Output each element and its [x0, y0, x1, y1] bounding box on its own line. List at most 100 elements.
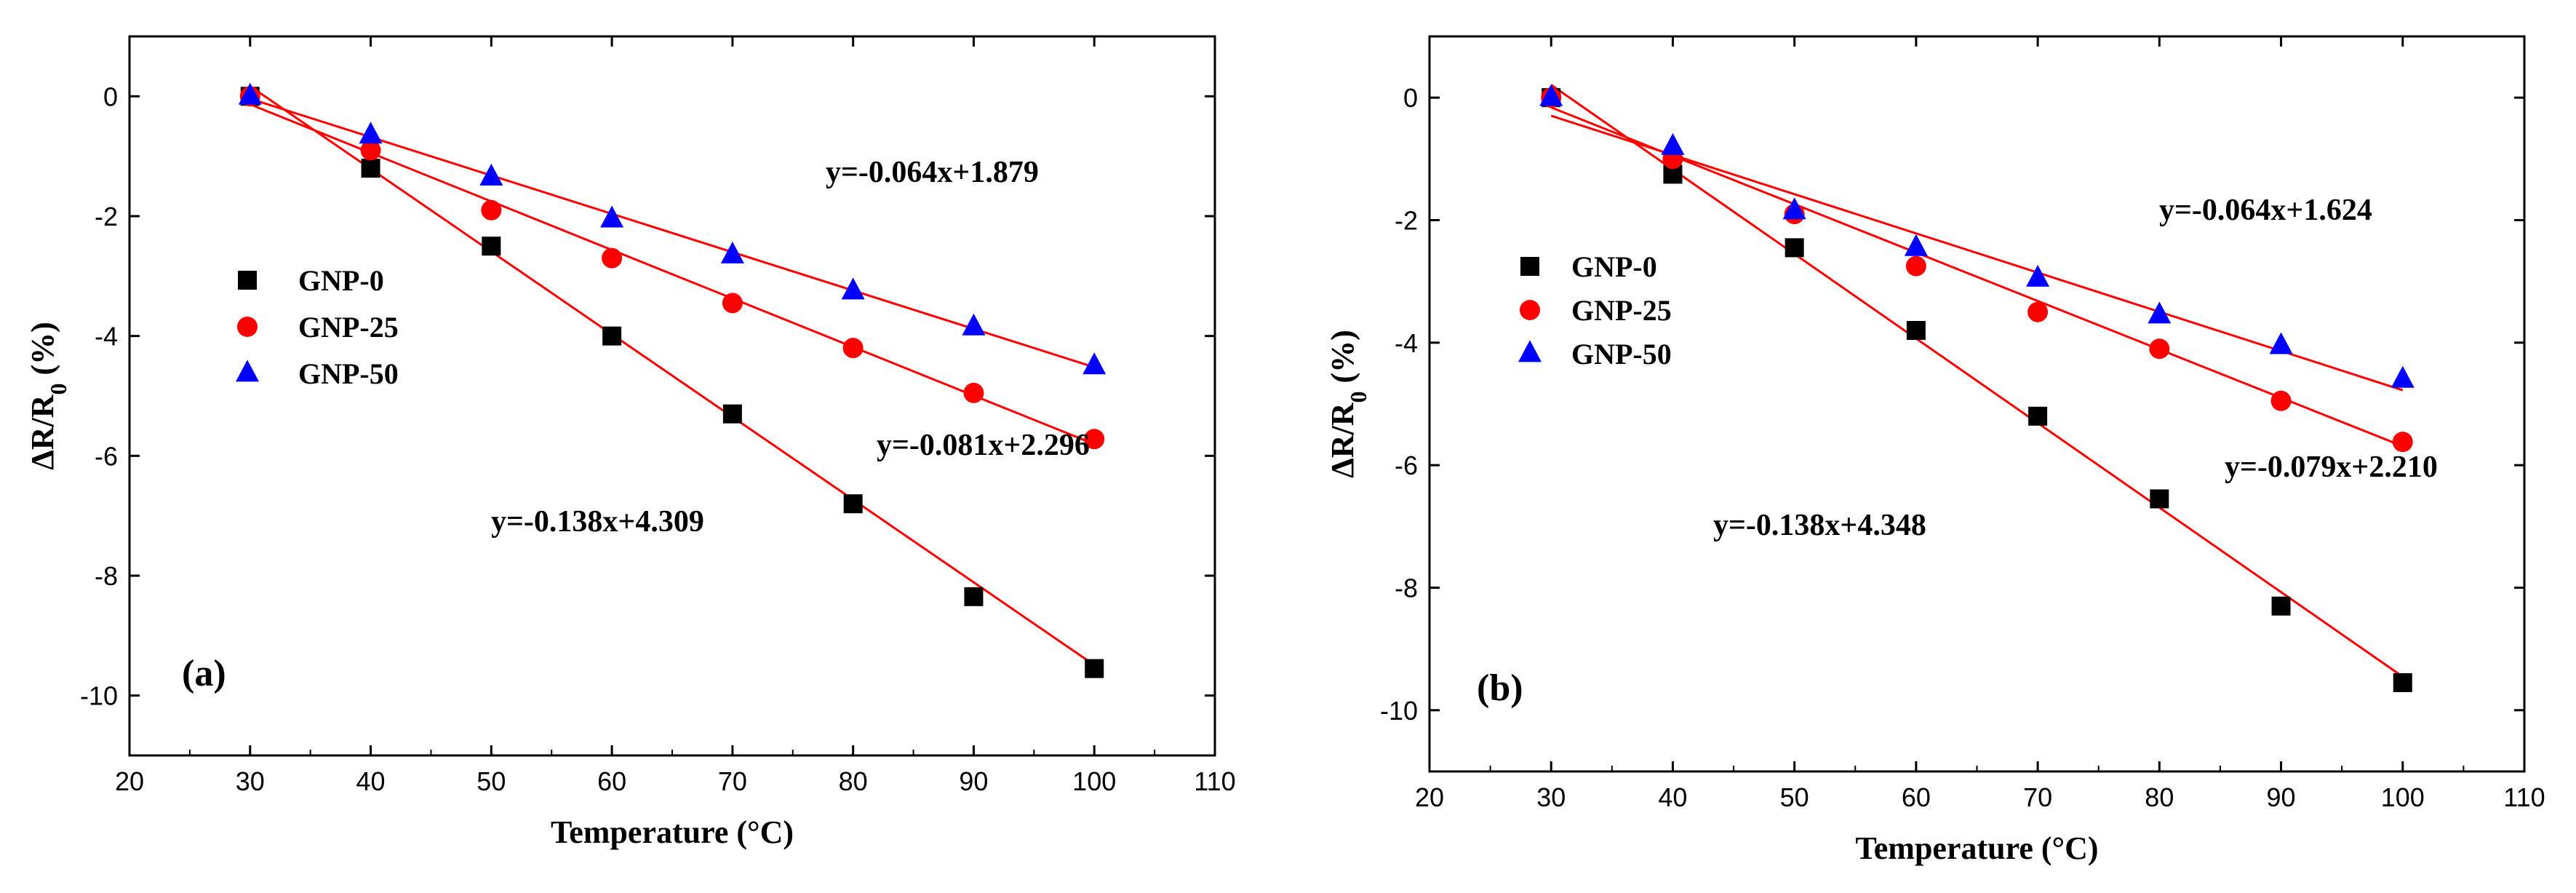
fit-line-gnp-50	[1550, 114, 2404, 392]
y-tick-label: -4	[95, 322, 118, 352]
legend-marker-gnp-0	[1520, 257, 1539, 276]
legend: GNP-0 GNP-25 GNP-50	[236, 264, 399, 390]
x-tick-label: 20	[1415, 782, 1444, 812]
fit-equation-gnp-0: y=-0.138x+4.348	[1713, 509, 1926, 542]
x-tick-label: 80	[2145, 782, 2174, 812]
fit-equation-gnp-0: y=-0.138x+4.309	[491, 505, 704, 539]
chart-panel-a: 20 30 40 50 60 70 80 90 100 110 0 -2 -4 -6 -8 -10 Temper…	[25, 35, 1236, 850]
y-axis-title-main: ΔR/R	[25, 394, 60, 470]
data-point-gnp-50	[1782, 197, 1806, 220]
legend-marker-gnp-25	[237, 317, 258, 337]
data-point-gnp-0	[602, 326, 622, 346]
data-point-gnp-0	[2028, 406, 2048, 426]
y-axis-title-sub: 0	[1345, 391, 1371, 402]
fit-equation-gnp-50: y=-0.064x+1.879	[826, 156, 1039, 189]
x-tick-label: 110	[1194, 766, 1235, 796]
data-point-gnp-50	[238, 82, 262, 105]
data-point-gnp-50	[2148, 301, 2172, 324]
x-tick-label: 100	[2381, 782, 2425, 812]
data-point-gnp-25	[2149, 338, 2170, 360]
y-tick-label: -6	[95, 441, 118, 471]
data-point-gnp-50	[2026, 264, 2050, 287]
fit-equation-gnp-50: y=-0.064x+1.624	[2159, 194, 2372, 227]
legend-label-gnp-0: GNP-0	[1571, 250, 1657, 283]
data-point-gnp-0	[2150, 489, 2169, 509]
chart-panel-b: 20 30 40 50 60 70 80 90 100 110 0 -2 -4 -6 -8 -10 Temper…	[1325, 35, 2545, 866]
data-point-gnp-0	[1085, 659, 1104, 678]
y-tick-label: -4	[1395, 328, 1418, 358]
legend-marker-gnp-0	[238, 271, 257, 290]
x-tick-label: 100	[1072, 766, 1116, 796]
legend-marker-gnp-50	[236, 360, 259, 382]
x-tick-label: 90	[2267, 782, 2296, 812]
fit-line-gnp-50	[250, 98, 1095, 368]
x-tick-label: 110	[2503, 782, 2545, 812]
data-point-gnp-50	[1661, 132, 1685, 155]
data-point-gnp-25	[2270, 390, 2292, 411]
x-tick-label: 60	[597, 766, 626, 796]
legend-label-gnp-50: GNP-50	[298, 357, 399, 390]
data-point-gnp-0	[482, 237, 501, 256]
data-point-gnp-25	[2027, 301, 2049, 322]
data-point-gnp-0	[964, 587, 984, 606]
x-tick-label: 50	[1780, 782, 1809, 812]
legend-label-gnp-25: GNP-25	[1571, 294, 1672, 327]
fit-line-gnp-0	[1550, 84, 2404, 678]
data-point-gnp-25	[360, 140, 381, 161]
data-point-gnp-25	[1905, 255, 1926, 277]
fit-equation-gnp-25: y=-0.079x+2.210	[2225, 451, 2438, 484]
data-point-gnp-50	[2390, 365, 2414, 388]
y-tick-label: -2	[95, 202, 118, 231]
data-point-gnp-0	[843, 494, 863, 514]
data-point-gnp-50	[720, 241, 744, 263]
legend-label-gnp-25: GNP-25	[298, 311, 399, 344]
y-tick-label: -2	[1395, 206, 1418, 236]
data-point-gnp-50	[1082, 352, 1106, 375]
fit-line-gnp-25	[1550, 106, 2404, 448]
x-tick-label: 60	[1902, 782, 1931, 812]
legend-label-gnp-50: GNP-50	[1571, 338, 1672, 370]
data-point-gnp-0	[1906, 321, 1926, 340]
x-axis-title: Temperature (°C)	[551, 814, 794, 850]
data-point-gnp-50	[600, 205, 624, 228]
y-axis-title-main: ΔR/R	[1325, 402, 1360, 478]
plot-frame	[1428, 35, 2526, 773]
data-point-gnp-25	[963, 382, 984, 403]
data-point-gnp-50	[962, 313, 986, 336]
data-point-gnp-0	[2393, 672, 2412, 692]
y-axis-title-unit: (%)	[1325, 330, 1360, 391]
y-tick-label: 0	[103, 82, 118, 111]
y-tick-label: -6	[1395, 451, 1418, 480]
x-tick-label: 50	[476, 766, 506, 796]
data-point-gnp-25	[481, 199, 502, 221]
data-point-gnp-0	[1785, 238, 1804, 258]
fit-line-gnp-0	[249, 85, 1096, 666]
x-tick-label: 40	[356, 766, 386, 796]
legend-marker-gnp-25	[1520, 300, 1540, 320]
y-tick-label: -8	[95, 561, 118, 591]
data-point-gnp-25	[722, 293, 743, 314]
x-tick-label: 70	[2023, 782, 2052, 812]
x-tick-label: 20	[115, 766, 144, 796]
data-point-gnp-0	[722, 404, 742, 424]
x-tick-label: 30	[1536, 782, 1566, 812]
fit-line-gnp-25	[250, 103, 1095, 445]
panel-label: (b)	[1477, 667, 1523, 709]
y-axis-title: ΔR/R0 (%)	[1325, 330, 1371, 478]
y-axis-title-unit: (%)	[25, 322, 60, 383]
legend: GNP-0 GNP-25 GNP-50	[1518, 250, 1672, 370]
plot-frame	[128, 35, 1216, 757]
x-tick-label: 40	[1658, 782, 1687, 812]
x-tick-label: 30	[236, 766, 265, 796]
data-point-gnp-50	[2269, 332, 2293, 354]
fit-equation-gnp-25: y=-0.081x+2.296	[877, 429, 1090, 462]
data-point-gnp-50	[1539, 84, 1563, 106]
data-point-gnp-25	[1084, 429, 1105, 450]
panel-label: (a)	[182, 653, 226, 694]
data-point-gnp-25	[2392, 432, 2413, 453]
y-tick-label: 0	[1403, 83, 1418, 113]
data-point-gnp-25	[602, 247, 623, 269]
y-axis-title-sub: 0	[45, 383, 71, 394]
x-tick-label: 90	[959, 766, 988, 796]
y-tick-label: -10	[80, 681, 118, 711]
